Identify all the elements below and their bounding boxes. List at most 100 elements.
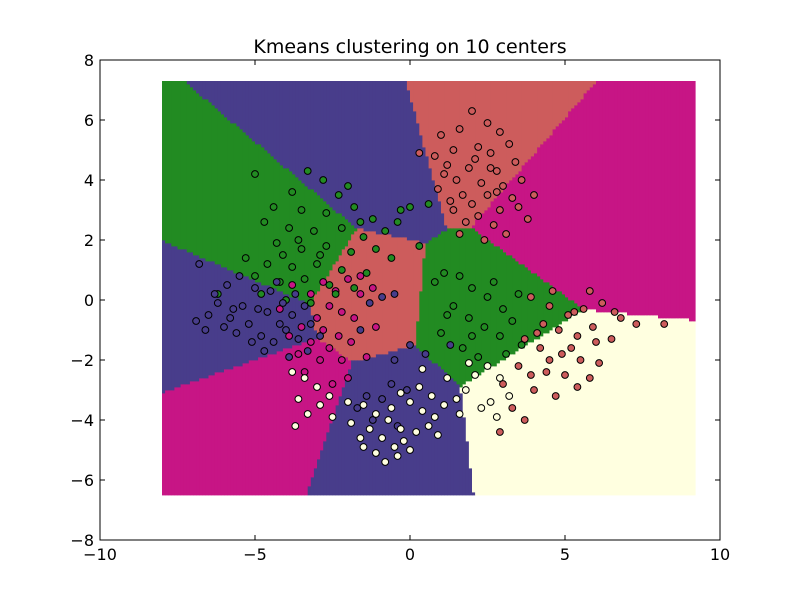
region-cell: [537, 276, 541, 340]
region-cell: [555, 81, 560, 127]
region-cell: [410, 240, 414, 346]
region-cell: [292, 81, 296, 175]
region-cell: [521, 81, 526, 166]
region-cell: [354, 360, 358, 496]
data-point: [465, 314, 473, 322]
region-cell: [580, 312, 584, 496]
region-cell: [664, 81, 668, 319]
region-cell: [261, 285, 265, 358]
region-cell: [313, 81, 318, 193]
data-point: [359, 401, 368, 409]
region-cell: [385, 234, 389, 355]
region-cell: [558, 324, 563, 496]
data-point: [458, 191, 467, 199]
region-cell: [186, 84, 191, 253]
region-cell: [658, 318, 662, 496]
data-point: [223, 281, 232, 289]
region-cell: [444, 225, 448, 232]
data-point: [275, 320, 284, 328]
data-point: [393, 452, 402, 460]
data-point: [257, 290, 266, 298]
region-cell: [211, 81, 216, 106]
data-point: [610, 308, 619, 316]
region-cell: [422, 258, 426, 355]
region-cell: [326, 345, 330, 433]
region-cell: [366, 231, 371, 358]
region-cell: [419, 135, 423, 244]
region-cell: [397, 348, 402, 496]
region-cell: [577, 306, 581, 313]
region-cell: [602, 81, 606, 313]
region-cell: [524, 162, 529, 268]
region-cell: [304, 81, 309, 187]
region-cell: [372, 81, 377, 232]
region-cell: [592, 84, 597, 310]
data-point: [573, 383, 582, 391]
data-point: [337, 308, 346, 316]
region-cell: [627, 81, 631, 316]
x-tick-label: 0: [405, 545, 415, 564]
data-point: [406, 398, 414, 406]
region-cell: [503, 189, 507, 253]
region-cell: [428, 240, 433, 361]
data-point: [378, 395, 387, 403]
region-cell: [441, 369, 445, 496]
region-cell: [348, 360, 352, 370]
region-cell: [543, 282, 547, 334]
region-cell: [577, 102, 581, 307]
data-point: [365, 299, 374, 307]
data-point: [474, 353, 483, 361]
region-cell: [484, 81, 488, 211]
region-cell: [267, 285, 271, 355]
region-cell: [344, 246, 349, 358]
region-cell: [481, 237, 485, 373]
region-cell: [558, 81, 563, 124]
region-cell: [493, 81, 498, 199]
data-point: [313, 383, 321, 391]
region-cell: [596, 312, 600, 496]
region-cell: [375, 81, 380, 235]
region-cell: [214, 81, 219, 109]
data-point: [288, 311, 297, 319]
data-point: [455, 410, 464, 418]
region-cell: [530, 342, 535, 496]
data-point: [468, 284, 476, 292]
region-cell: [568, 111, 572, 301]
data-point: [381, 227, 390, 235]
data-point: [508, 194, 517, 202]
region-cell: [354, 231, 358, 361]
region-cell: [589, 81, 594, 88]
region-cell: [574, 105, 578, 304]
data-point: [319, 326, 328, 334]
data-point: [220, 323, 228, 331]
region-cell: [205, 261, 209, 379]
data-point: [579, 305, 588, 313]
region-cell: [248, 360, 253, 496]
data-point: [489, 278, 498, 286]
region-cell: [527, 342, 532, 496]
region-cell: [490, 366, 495, 496]
region-cell: [258, 81, 262, 145]
data-point: [660, 320, 669, 328]
region-cell: [217, 81, 222, 112]
data-point: [347, 248, 356, 256]
region-cell: [323, 342, 327, 442]
region-cell: [685, 318, 690, 496]
region-cell: [552, 129, 557, 289]
region-cell: [465, 228, 470, 382]
region-cell: [267, 81, 271, 154]
region-cell: [512, 81, 516, 178]
region-cell: [425, 156, 429, 244]
region-cell: [282, 81, 287, 169]
region-cell: [549, 81, 553, 136]
region-cell: [468, 381, 473, 469]
region-cell: [326, 432, 330, 496]
data-point: [306, 338, 315, 346]
region-cell: [366, 81, 371, 232]
region-cell: [462, 417, 467, 496]
region-cell: [503, 81, 507, 190]
region-cell: [475, 219, 479, 232]
region-cell: [422, 147, 426, 244]
data-point: [319, 278, 328, 286]
region-cell: [475, 375, 479, 496]
